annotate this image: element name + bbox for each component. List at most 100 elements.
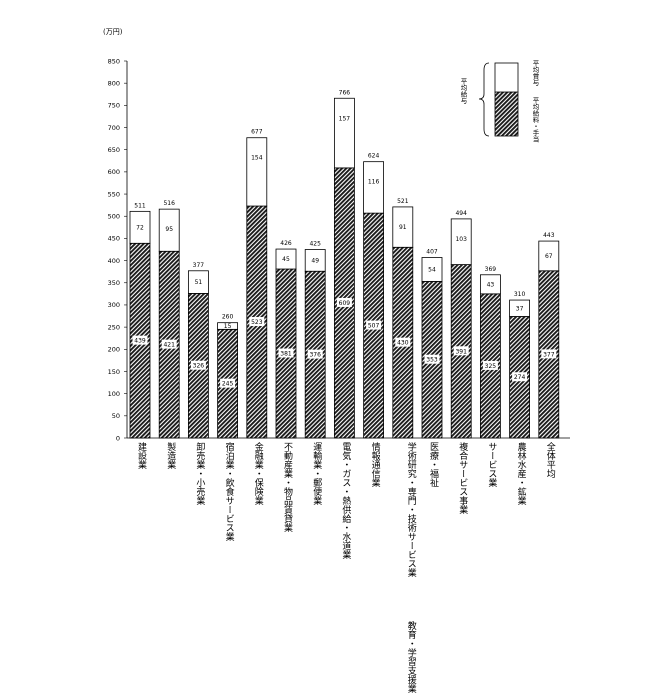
bar-bonus (246, 137, 268, 207)
base-value-label: 274 (514, 374, 526, 381)
category-label: 卸売業・小売業 (194, 442, 205, 505)
y-tick-label: 550 (108, 190, 120, 198)
y-tick-label: 350 (108, 279, 120, 287)
y-tick-label: 600 (108, 168, 120, 176)
total-value-label: 369 (485, 266, 497, 273)
category-label: 電気・ガス・熱供給・水道業 (340, 442, 351, 559)
category-label: 全体平均 (544, 442, 555, 478)
bars: 439 72 511 421 95 516 326 51 377 245 15 260 523 154 67… (129, 89, 560, 439)
base-value-label: 609 (339, 300, 351, 307)
y-tick-label: 700 (108, 124, 120, 132)
total-value-label: 677 (251, 129, 263, 136)
base-value-label-bg (453, 346, 469, 356)
base-value-label: 325 (485, 363, 497, 370)
base-value-label: 523 (251, 319, 263, 326)
y-tick-label: 650 (108, 146, 120, 154)
bar-bonus (363, 161, 385, 214)
base-value-label: 326 (193, 363, 205, 370)
bar-bonus (217, 322, 239, 330)
base-value-label: 245 (222, 381, 234, 388)
bar-bonus (129, 210, 151, 244)
base-value-label-bg (512, 372, 528, 382)
base-value-label-bg (278, 348, 294, 358)
legend-swatch-bonus (494, 62, 519, 93)
total-value-label: 425 (309, 241, 321, 248)
total-value-label: 521 (397, 198, 409, 205)
total-value-label: 426 (280, 240, 292, 247)
bonus-value-label: 51 (195, 279, 203, 286)
stacked-bar-chart: 0 50 100 150 200 250 300 350 400 450 500 550 600 650 7… (108, 57, 570, 442)
y-axis-unit-label: (万円) (103, 28, 123, 36)
bar-bonus (479, 274, 501, 295)
base-value-label: 430 (397, 340, 409, 347)
category-label: 医療・福祉 (428, 442, 438, 487)
bonus-value-label: 154 (251, 155, 263, 162)
base-value-label: 381 (280, 351, 292, 358)
y-tick-label: 0 (116, 434, 120, 442)
y-tick-label: 150 (108, 368, 120, 376)
bonus-value-label: 72 (136, 224, 144, 231)
bonus-value-label: 45 (282, 256, 290, 263)
category-label: 情報通信業 (369, 442, 380, 487)
base-value-label: 421 (163, 342, 175, 349)
base-value-label: 376 (309, 352, 321, 359)
category-label: 不動産業・物品賃貸業 (282, 442, 292, 532)
y-tick-label: 800 (108, 79, 120, 87)
legend-group-label: 平均給与 (459, 78, 467, 104)
legend-label-base-salary: 平均給料・手当 (531, 97, 539, 143)
total-value-label: 407 (426, 248, 438, 255)
base-value-label-bg (336, 297, 352, 307)
bonus-value-label: 15 (224, 323, 232, 330)
legend-brace (478, 62, 490, 137)
total-value-label: 377 (193, 262, 205, 269)
bar-bonus (509, 299, 531, 317)
y-tick-label: 50 (112, 412, 120, 420)
y-tick-label: 300 (108, 301, 120, 309)
total-value-label: 494 (455, 210, 467, 217)
bonus-value-label: 95 (165, 226, 173, 233)
bar-bonus (392, 206, 414, 248)
total-value-label: 443 (543, 232, 555, 239)
category-label: 学術研究・専門・技術サービス業教育・学習支援業 (405, 442, 416, 693)
y-tick-label: 250 (108, 323, 120, 331)
category-label: 金融業・保険業 (252, 442, 263, 505)
bar-bonus (538, 240, 560, 272)
bonus-value-label: 103 (455, 236, 467, 243)
y-tick-label: 850 (108, 57, 120, 65)
base-value-label: 377 (543, 351, 555, 358)
total-value-label: 310 (514, 291, 526, 298)
base-value-label-bg (482, 360, 498, 370)
legend (478, 62, 519, 137)
bar-bonus (333, 97, 355, 169)
y-axis: 0 50 100 150 200 250 300 350 400 450 500 550 600 650 7… (108, 57, 570, 442)
bar-bonus (450, 218, 472, 265)
bar-bonus (304, 249, 326, 272)
bonus-value-label: 157 (339, 115, 351, 122)
base-value-label-bg (249, 317, 265, 327)
category-label: サービス業 (486, 442, 497, 487)
base-value-label-bg (424, 354, 440, 364)
bonus-value-label: 54 (428, 266, 436, 273)
category-label: 農林水産・鉱業 (515, 442, 526, 505)
total-value-label: 511 (134, 202, 146, 209)
base-value-label-bg (220, 378, 236, 388)
base-value-label-bg (132, 335, 148, 345)
base-value-label-bg (541, 349, 557, 359)
category-label-secondary: 教育・学習支援業 (405, 621, 416, 693)
base-value-label-bg (307, 349, 323, 359)
legend-swatch-base-salary (494, 91, 519, 137)
y-tick-label: 750 (108, 102, 120, 110)
total-value-label: 766 (339, 89, 351, 96)
bonus-value-label: 37 (516, 305, 524, 312)
base-value-label-bg (366, 320, 382, 330)
base-value-label-bg (395, 337, 411, 347)
bar-bonus (158, 208, 180, 252)
base-value-label-bg (161, 339, 177, 349)
category-label: 製造業 (165, 442, 176, 469)
category-label: 建設業 (136, 442, 146, 469)
y-tick-label: 450 (108, 235, 120, 243)
category-label: 宿泊業・飲食サービス業 (223, 442, 234, 541)
base-value-label-bg (190, 360, 206, 370)
base-value-label: 507 (368, 323, 380, 330)
y-tick-label: 500 (108, 213, 120, 221)
